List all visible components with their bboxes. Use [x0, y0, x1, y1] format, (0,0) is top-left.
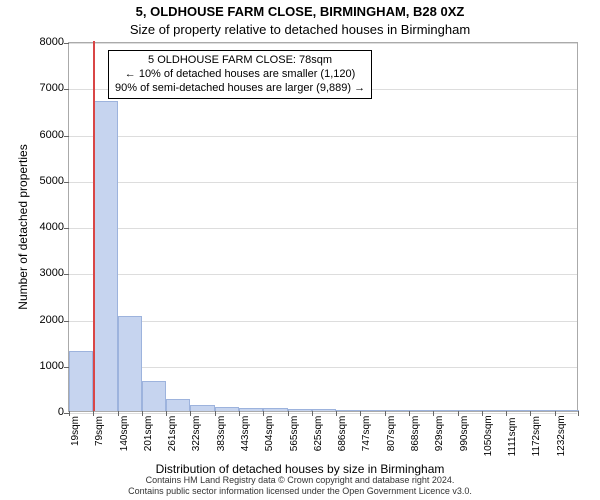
ytick-label: 8000 [14, 36, 64, 48]
property-size-marker [93, 41, 95, 411]
annotation-line1: 5 OLDHOUSE FARM CLOSE: 78sqm [115, 54, 365, 68]
histogram-bar [433, 410, 457, 411]
ytick-label: 7000 [14, 82, 64, 94]
histogram-bar [93, 101, 117, 411]
histogram-bar [555, 410, 579, 411]
ytick-mark [64, 89, 69, 90]
ytick-mark [64, 43, 69, 44]
gridline [69, 182, 577, 183]
gridline [69, 367, 577, 368]
xtick-label: 1050sqm [483, 415, 494, 456]
ytick-label: 5000 [14, 175, 64, 187]
footer-line1: Contains HM Land Registry data © Crown c… [146, 475, 455, 485]
gridline [69, 274, 577, 275]
xtick-mark [506, 411, 507, 416]
xtick-label: 747sqm [361, 416, 372, 452]
histogram-bar [312, 409, 336, 411]
histogram-bar [190, 405, 214, 411]
xtick-label: 140sqm [119, 416, 130, 452]
xtick-label: 1232sqm [556, 415, 567, 456]
ytick-label: 1000 [14, 360, 64, 372]
ytick-label: 0 [14, 406, 64, 418]
xtick-label: 201sqm [143, 416, 154, 452]
ytick-mark [64, 228, 69, 229]
gridline [69, 321, 577, 322]
xtick-label: 79sqm [94, 416, 105, 446]
annotation-box: 5 OLDHOUSE FARM CLOSE: 78sqm ← 10% of de… [108, 50, 372, 99]
histogram-bar [239, 408, 263, 411]
ytick-mark [64, 274, 69, 275]
histogram-bar [360, 410, 384, 411]
ytick-label: 2000 [14, 314, 64, 326]
xtick-label: 686sqm [337, 416, 348, 452]
xtick-label: 565sqm [289, 416, 300, 452]
footer-text: Contains HM Land Registry data © Crown c… [0, 475, 600, 497]
xtick-label: 929sqm [434, 416, 445, 452]
chart-subtitle: Size of property relative to detached ho… [0, 22, 600, 37]
histogram-bar [215, 407, 239, 411]
gridline [69, 413, 577, 414]
ytick-label: 3000 [14, 267, 64, 279]
xtick-label: 990sqm [459, 416, 470, 452]
histogram-bar [409, 410, 433, 411]
ytick-label: 6000 [14, 129, 64, 141]
histogram-bar [385, 410, 409, 411]
xtick-label: 261sqm [167, 416, 178, 452]
x-axis-label: Distribution of detached houses by size … [0, 462, 600, 476]
xtick-label: 19sqm [70, 416, 81, 446]
histogram-bar [142, 381, 166, 411]
footer-line2: Contains public sector information licen… [128, 486, 472, 496]
histogram-bar [530, 410, 554, 411]
ytick-mark [64, 321, 69, 322]
gridline [69, 136, 577, 137]
histogram-bar [336, 410, 360, 411]
ytick-mark [64, 182, 69, 183]
xtick-label: 1111sqm [507, 417, 518, 456]
xtick-label: 383sqm [216, 416, 227, 452]
xtick-label: 504sqm [264, 416, 275, 452]
xtick-label: 868sqm [410, 416, 421, 452]
histogram-bar [482, 410, 506, 411]
xtick-label: 322sqm [191, 416, 202, 452]
histogram-chart: 5, OLDHOUSE FARM CLOSE, BIRMINGHAM, B28 … [0, 0, 600, 500]
gridline [69, 228, 577, 229]
ytick-label: 4000 [14, 221, 64, 233]
xtick-mark [578, 411, 579, 416]
xtick-label: 807sqm [386, 416, 397, 452]
histogram-bar [118, 316, 142, 411]
histogram-bar [69, 351, 93, 411]
annotation-line2: ← 10% of detached houses are smaller (1,… [115, 68, 365, 82]
xtick-label: 1172sqm [531, 416, 542, 456]
histogram-bar [506, 410, 530, 411]
annotation-line3: 90% of semi-detached houses are larger (… [115, 82, 365, 96]
histogram-bar [288, 409, 312, 411]
histogram-bar [166, 399, 190, 411]
histogram-bar [458, 410, 482, 411]
histogram-bar [263, 408, 287, 411]
chart-title: 5, OLDHOUSE FARM CLOSE, BIRMINGHAM, B28 … [0, 4, 600, 19]
xtick-label: 625sqm [313, 416, 324, 452]
xtick-label: 443sqm [240, 416, 251, 452]
ytick-mark [64, 136, 69, 137]
gridline [69, 43, 577, 44]
